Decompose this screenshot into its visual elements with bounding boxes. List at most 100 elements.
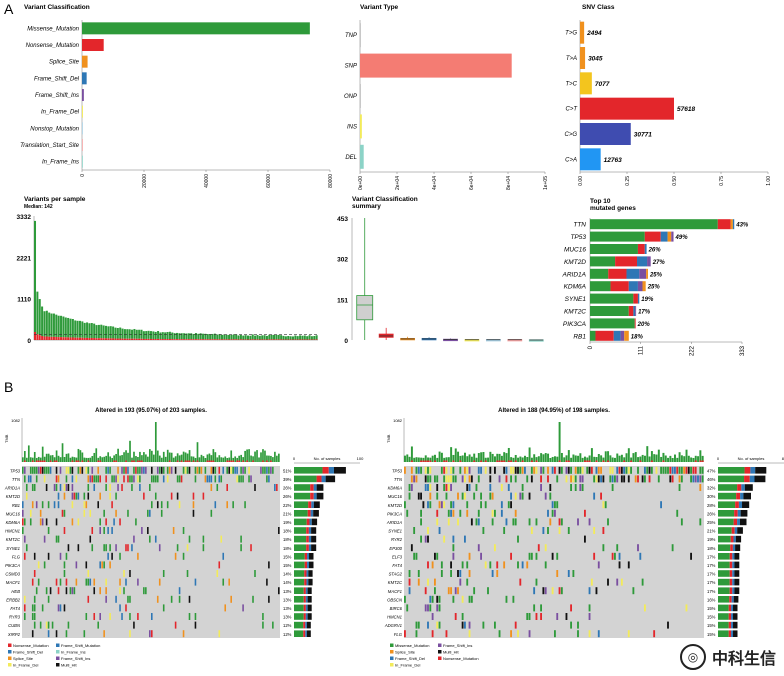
- onco-tmb-bar: [639, 456, 642, 462]
- onco-cell: [83, 509, 86, 517]
- onco-rowbar-TP53: [333, 467, 346, 474]
- onco-rowbar-XIRP2: [306, 630, 311, 637]
- onco-cell: [445, 466, 448, 474]
- vps-bar-nonsense: [239, 339, 242, 340]
- onco-rowbar-BIRC6: [733, 604, 738, 612]
- onco-gene-ELF3: ELF3: [392, 554, 403, 559]
- onco-tmb-bar: [37, 456, 40, 462]
- onco-tmb-bar: [408, 456, 411, 462]
- onco-cell: [641, 578, 644, 586]
- onco-cell: [97, 501, 100, 509]
- onco-cell: [440, 570, 443, 577]
- onco-cell: [461, 595, 464, 603]
- onco-rowbar-SYNE1: [311, 544, 317, 551]
- vps-bar-nonsense: [197, 339, 200, 340]
- onco-cell: [687, 466, 690, 474]
- onco-cell: [577, 621, 579, 629]
- onco-cell: [611, 475, 614, 483]
- onco-legend-swatch: [390, 650, 394, 654]
- onco-cell: [262, 621, 264, 629]
- onco-tmb-bar: [667, 457, 670, 462]
- onco-tmb-bar: [484, 457, 487, 462]
- vps-bar: [102, 325, 105, 339]
- onco-cell: [667, 621, 669, 629]
- onco-cell: [87, 475, 90, 483]
- onco-cell: [63, 561, 66, 569]
- top10-pct-MUC16: 26%: [648, 248, 662, 254]
- onco-cell: [55, 578, 58, 586]
- onco-cell: [450, 561, 452, 569]
- onco-tmb-bar-nonsense: [208, 460, 211, 462]
- onco-cell: [135, 518, 137, 526]
- onco-cell: [611, 552, 614, 560]
- onco-cell: [408, 570, 411, 577]
- onco-cell: [93, 587, 96, 595]
- onco-tmb-bar-nonsense: [113, 460, 115, 462]
- onco-cell: [63, 570, 66, 577]
- onco-gene-CUBN: CUBN: [8, 623, 21, 628]
- onco-tmb-bar-nonsense: [500, 460, 503, 462]
- onco-cell: [549, 492, 552, 500]
- onco-cell: [404, 466, 406, 474]
- onco-tmb-bar-nonsense: [238, 460, 241, 462]
- top10-seg-TTN: [730, 219, 733, 230]
- onco-rowbar-ADGRV1: [733, 621, 738, 629]
- vc-bar-Missense_Mutation: [82, 22, 310, 35]
- onco-cell: [49, 587, 52, 595]
- onco-tmb-bar: [133, 451, 135, 462]
- onco-cell: [427, 578, 429, 586]
- onco-rowbar-OBSCN: [733, 596, 739, 603]
- onco-tmb-bar: [413, 457, 416, 462]
- onco-tmb-bar: [669, 455, 672, 462]
- onco-cell: [41, 466, 44, 474]
- onco-tmb-bar-nonsense: [530, 460, 533, 462]
- onco-pct-OBSCN: 16%: [707, 597, 716, 602]
- onco-cell: [224, 604, 227, 612]
- onco-cell: [427, 484, 429, 491]
- onco-cell: [162, 475, 165, 483]
- onco-tmb-bar: [660, 456, 663, 462]
- onco-cell: [627, 466, 630, 474]
- onco-cell: [129, 630, 131, 638]
- onco-cell: [188, 613, 191, 620]
- onco-cell: [692, 475, 695, 483]
- onco-rowbar-FAT4: [303, 604, 306, 612]
- onco-cell: [466, 466, 469, 474]
- vps-bar-nonsense: [119, 338, 122, 340]
- onco-rowbar-FLG: [304, 553, 308, 560]
- onco-cell: [671, 475, 674, 483]
- top10-pct-ARID1A: 25%: [649, 272, 663, 278]
- onco-cell: [616, 466, 619, 474]
- onco-cell: [466, 484, 469, 491]
- onco-cell: [57, 587, 60, 595]
- vps-bar: [244, 335, 247, 340]
- onco-pct-CSMD3: 14%: [283, 572, 292, 577]
- vps-bar: [256, 335, 259, 340]
- onco-cell: [413, 552, 416, 560]
- onco-cell: [127, 475, 129, 483]
- onco-cell: [149, 535, 151, 543]
- vps-bar: [45, 310, 48, 337]
- onco-tmb-bar: [526, 457, 529, 462]
- onco-cell: [528, 492, 531, 500]
- onco-legend-swatch: [8, 656, 12, 660]
- onco-cell: [480, 501, 482, 509]
- onco-pct-MACF1: 14%: [283, 580, 292, 585]
- onco-cell: [31, 484, 34, 491]
- onco-cell: [406, 509, 409, 517]
- onco-rowbar-FLG: [309, 553, 314, 560]
- onco-tmb-bar-nonsense: [176, 460, 179, 462]
- onco-cell: [137, 466, 139, 474]
- onco-tmb-bar: [53, 457, 56, 462]
- onco-cell: [604, 501, 607, 509]
- onco-tmb-bar: [609, 455, 612, 462]
- onco-tmb-bar: [178, 455, 181, 462]
- top10-title: Top 10: [590, 198, 611, 205]
- onco-pct-RB1: 22%: [283, 503, 292, 508]
- onco-cell: [609, 466, 612, 474]
- onco-cell: [533, 466, 536, 474]
- onco-tmb-bar: [600, 455, 603, 462]
- onco-tmb-bar: [29, 457, 32, 462]
- vc-label-Translation_Start_Site: Translation_Start_Site: [20, 143, 80, 149]
- onco-tmb-bar: [477, 453, 480, 462]
